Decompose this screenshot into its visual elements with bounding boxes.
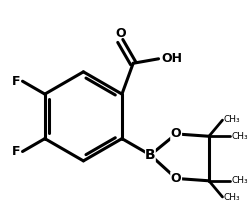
- Text: CH₃: CH₃: [231, 132, 248, 141]
- Text: O: O: [171, 172, 181, 185]
- Text: O: O: [115, 27, 126, 40]
- Text: CH₃: CH₃: [223, 193, 240, 202]
- Text: OH: OH: [162, 52, 182, 65]
- Text: CH₃: CH₃: [231, 176, 248, 185]
- Text: CH₃: CH₃: [223, 115, 240, 124]
- Text: F: F: [12, 75, 20, 88]
- Text: O: O: [171, 128, 181, 140]
- Text: B: B: [145, 148, 156, 162]
- Text: F: F: [12, 145, 20, 158]
